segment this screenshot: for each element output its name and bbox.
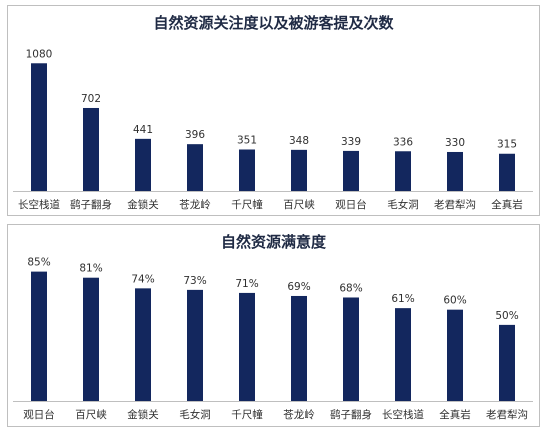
data-label-10: 315 xyxy=(497,139,517,151)
bar-5 xyxy=(239,292,255,401)
category-label-10: 全真岩 xyxy=(491,198,523,211)
bar-10 xyxy=(499,324,515,401)
data-label-5: 71% xyxy=(235,278,258,290)
bar-9 xyxy=(447,151,463,191)
chart-title-mentions: 自然资源关注度以及被游客提及次数 xyxy=(153,14,394,32)
category-label-8: 长空栈道 xyxy=(382,408,424,421)
category-label-9: 老君犁沟 xyxy=(434,198,476,211)
data-label-5: 351 xyxy=(237,134,257,146)
data-label-3: 441 xyxy=(133,124,153,136)
category-label-2: 百尺峡 xyxy=(75,408,107,421)
bar-2 xyxy=(83,277,99,401)
bar-5 xyxy=(239,149,255,191)
data-label-7: 339 xyxy=(341,136,361,148)
category-label-1: 长空栈道 xyxy=(18,198,60,211)
category-label-8: 毛女洞 xyxy=(387,198,419,211)
chart-satisfaction: 85% 观日台 81% 百尺峡 74% 金锁关 73% 毛女洞 71% 千尺幢 69% 苍龙岭 68% 鹞… xyxy=(13,257,533,421)
chart-panel-mentions: 自然资源关注度以及被游客提及次数 1080 长空栈道 702 鹞子翻身 441 金锁关 39… xyxy=(7,5,540,216)
data-label-8: 336 xyxy=(393,136,413,148)
chart-mentions: 1080 长空栈道 702 鹞子翻身 441 金锁关 396 苍龙岭 351 千尺幢 348 百尺峡 3… xyxy=(13,48,533,211)
bar-1 xyxy=(31,63,47,191)
bar-1 xyxy=(31,271,47,401)
category-label-5: 千尺幢 xyxy=(231,198,263,211)
bar-7 xyxy=(343,150,359,191)
bar-4 xyxy=(187,289,203,401)
bar-7 xyxy=(343,297,359,401)
data-label-4: 73% xyxy=(183,275,206,287)
chart-title-satisfaction: 自然资源满意度 xyxy=(220,233,326,251)
category-label-9: 全真岩 xyxy=(439,408,471,421)
category-label-6: 苍龙岭 xyxy=(283,408,315,421)
data-label-7: 68% xyxy=(339,282,362,294)
category-label-6: 百尺峡 xyxy=(283,198,315,211)
category-label-2: 鹞子翻身 xyxy=(70,198,112,211)
category-label-7: 观日台 xyxy=(335,198,367,211)
data-label-6: 348 xyxy=(289,135,309,147)
data-label-1: 85% xyxy=(27,257,50,269)
category-label-4: 苍龙岭 xyxy=(179,198,211,211)
bar-8 xyxy=(395,308,411,401)
bar-9 xyxy=(447,309,463,401)
category-label-3: 金锁关 xyxy=(127,408,159,421)
data-label-8: 61% xyxy=(391,293,414,305)
bar-3 xyxy=(135,138,151,191)
data-label-6: 69% xyxy=(287,281,310,293)
data-label-9: 330 xyxy=(445,137,465,149)
bar-2 xyxy=(83,107,99,191)
data-label-2: 81% xyxy=(79,263,102,275)
category-label-1: 观日台 xyxy=(23,408,55,421)
data-label-9: 60% xyxy=(443,295,466,307)
bar-6 xyxy=(291,149,307,191)
data-label-2: 702 xyxy=(81,93,101,105)
bar-10 xyxy=(499,153,515,191)
data-label-3: 74% xyxy=(131,273,154,285)
bar-4 xyxy=(187,144,203,191)
category-label-3: 金锁关 xyxy=(127,198,159,211)
bar-8 xyxy=(395,151,411,191)
data-label-1: 1080 xyxy=(26,48,53,60)
category-label-10: 老君犁沟 xyxy=(486,408,528,421)
bar-6 xyxy=(291,295,307,401)
category-label-4: 毛女洞 xyxy=(179,408,211,421)
bar-3 xyxy=(135,288,151,401)
data-label-4: 396 xyxy=(185,129,205,141)
chart-panel-satisfaction: 自然资源满意度 85% 观日台 81% 百尺峡 74% 金锁关 73% 毛女洞 71% 千尺幢 69… xyxy=(7,224,540,427)
category-label-7: 鹞子翻身 xyxy=(330,408,372,421)
data-label-10: 50% xyxy=(495,310,518,322)
category-label-5: 千尺幢 xyxy=(231,408,263,421)
